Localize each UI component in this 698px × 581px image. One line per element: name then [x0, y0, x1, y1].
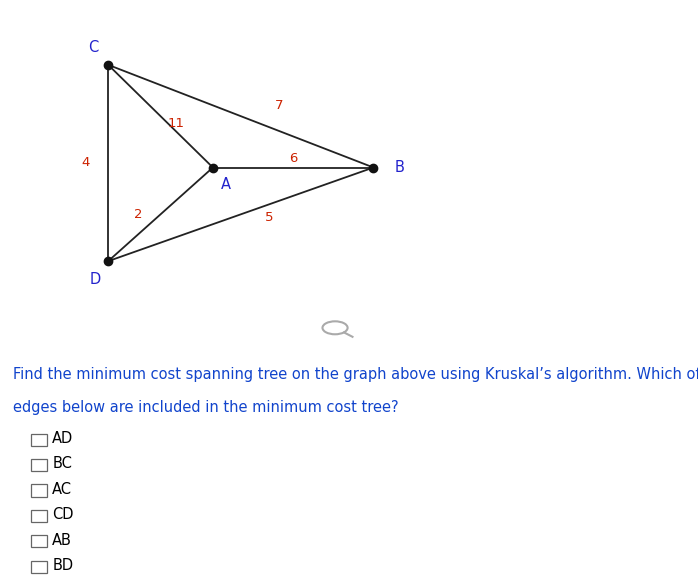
Bar	[31, 535, 47, 547]
Text: BD: BD	[52, 558, 73, 573]
Text: A: A	[221, 177, 230, 192]
Text: B: B	[395, 160, 405, 175]
Text: edges below are included in the minimum cost tree?: edges below are included in the minimum …	[13, 400, 398, 415]
Text: AC: AC	[52, 482, 73, 497]
Text: AD: AD	[52, 431, 73, 446]
Bar	[31, 510, 47, 522]
Text: CD: CD	[52, 507, 74, 522]
Text: AB: AB	[52, 533, 72, 548]
Text: Find the minimum cost spanning tree on the graph above using Kruskal’s algorithm: Find the minimum cost spanning tree on t…	[13, 367, 698, 382]
Text: 6: 6	[289, 152, 297, 165]
Text: 4: 4	[82, 156, 90, 170]
Bar	[31, 485, 47, 497]
Bar	[31, 459, 47, 471]
Bar	[31, 561, 47, 573]
Text: D: D	[90, 272, 101, 286]
Bar	[31, 433, 47, 446]
Text: C: C	[88, 40, 98, 55]
Text: BC: BC	[52, 457, 72, 472]
Text: 2: 2	[134, 208, 142, 221]
Text: 11: 11	[168, 117, 184, 130]
Text: 5: 5	[265, 211, 273, 224]
Text: 7: 7	[275, 99, 283, 112]
